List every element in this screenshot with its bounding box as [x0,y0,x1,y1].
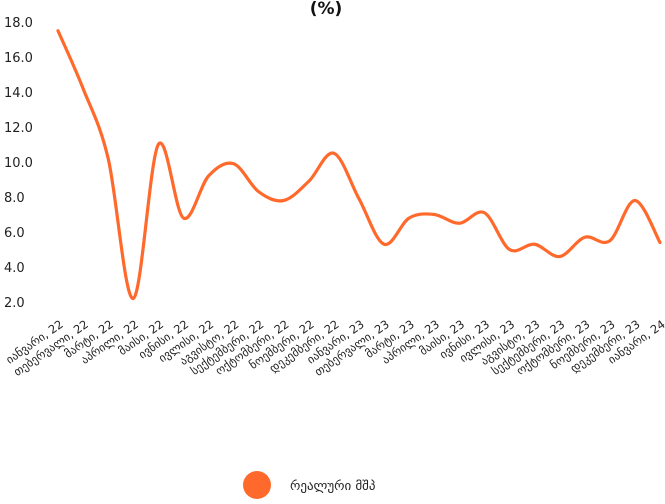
data-point [232,162,236,166]
legend-swatch [243,471,271,499]
data-point [382,242,386,246]
data-point [282,199,286,203]
y-tick-label: 12.0 [4,121,33,136]
y-tick-label: 18.0 [4,16,33,31]
data-point [56,29,60,33]
data-point [106,157,110,161]
legend-label: რეალური მშპ [290,479,376,494]
data-point [432,213,436,217]
y-tick-label: 14.0 [4,86,33,101]
legend: რეალური მშპ [243,471,376,499]
data-point [658,241,662,245]
data-point [457,221,461,225]
data-point [207,174,211,178]
y-tick-label: 16.0 [4,51,33,66]
data-point [181,216,185,220]
y-tick-label: 4.0 [4,261,25,276]
data-point [558,255,562,259]
y-tick-label: 2.0 [4,296,25,311]
data-point [257,190,261,194]
y-tick-label: 8.0 [4,191,25,206]
data-point [332,151,336,155]
data-point [482,211,486,215]
data-point [81,87,85,91]
data-point [407,216,411,220]
data-point [608,239,612,243]
plot-area [56,29,662,301]
y-tick-label: 6.0 [4,226,25,241]
data-point [131,297,135,301]
data-point [357,197,361,201]
data-point [508,248,512,252]
data-point [633,199,637,203]
data-point [583,235,587,239]
data-point [307,179,311,183]
chart-title: (%) [310,0,343,19]
data-point [533,242,537,246]
data-point [156,143,160,147]
series-line-real-gdp [56,29,662,301]
y-axis: 18.0 16.0 14.0 12.0 10.0 8.0 6.0 4.0 2.0 [4,16,33,311]
y-tick-label: 10.0 [4,156,33,171]
